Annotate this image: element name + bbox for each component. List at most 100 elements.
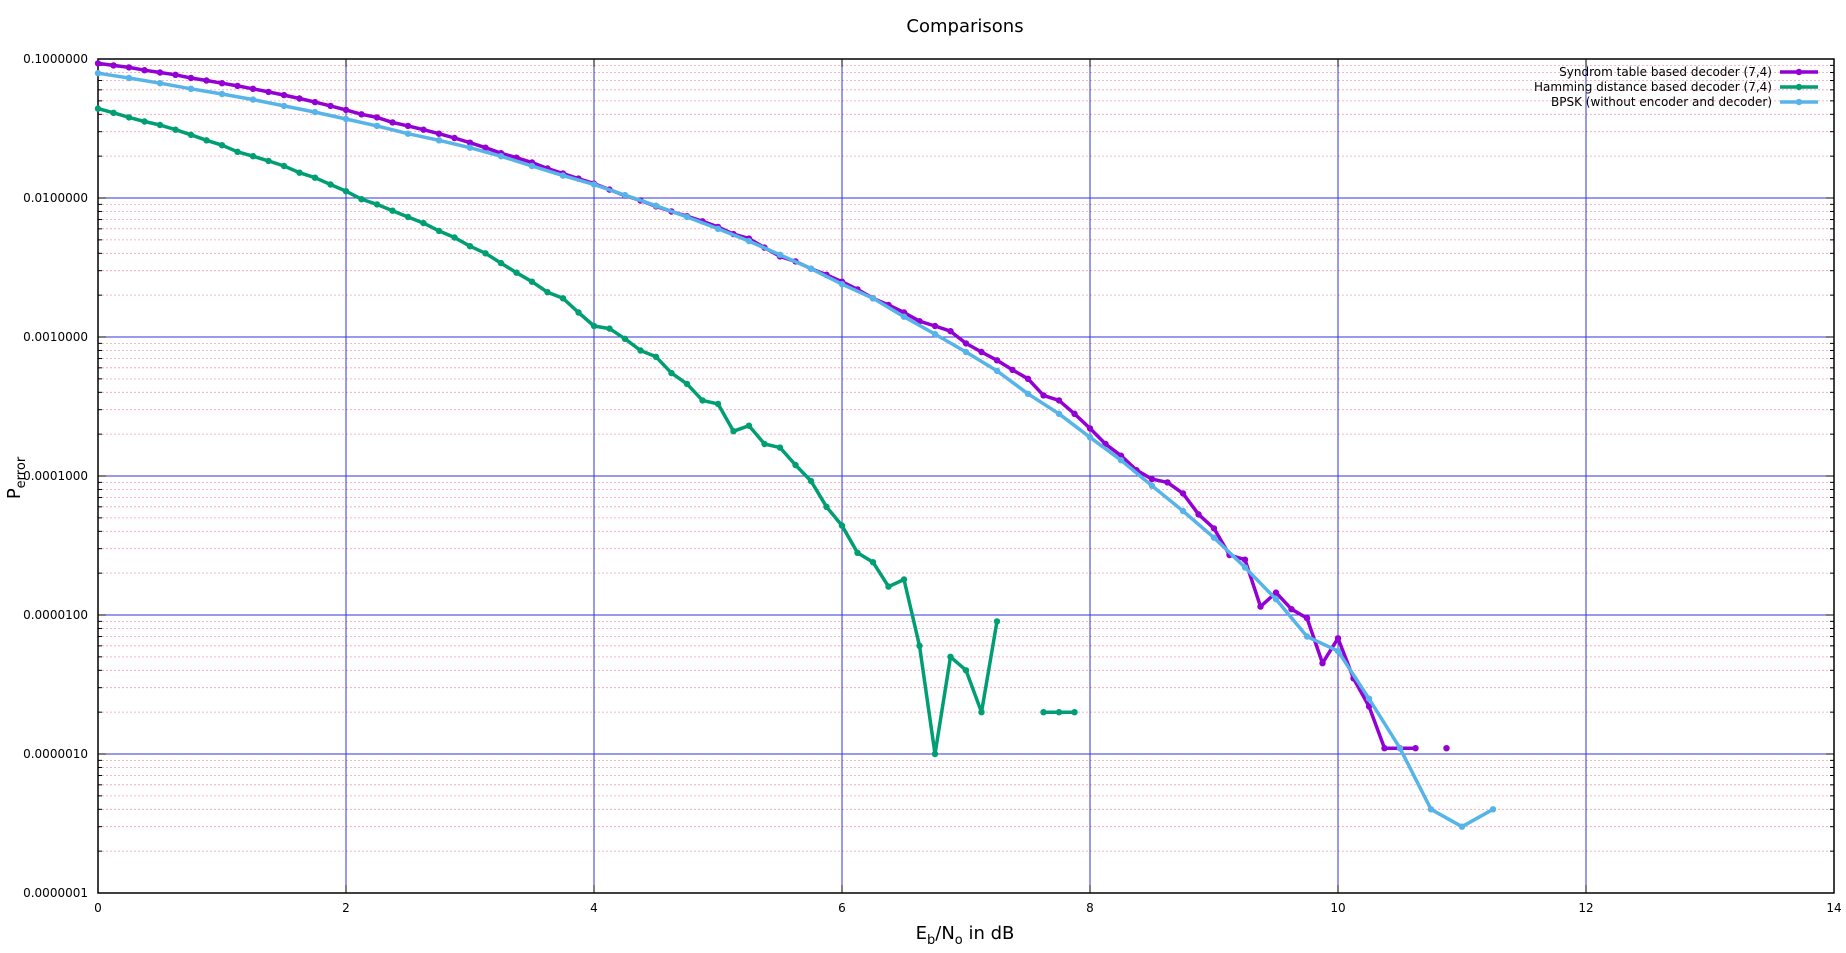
data-point (249, 85, 257, 93)
data-point (156, 69, 164, 76)
data-point (559, 295, 567, 302)
y-axis-title: Perror (4, 456, 29, 499)
data-point (1210, 534, 1218, 541)
data-point (683, 213, 691, 221)
data-point (342, 106, 350, 114)
series-2 (94, 105, 1078, 758)
data-point (234, 82, 241, 90)
data-point (156, 121, 164, 129)
data-point (172, 71, 179, 79)
data-point (187, 131, 195, 138)
data-point (358, 196, 365, 203)
data-point (1288, 606, 1295, 613)
data-point (203, 137, 210, 144)
data-point (1148, 482, 1156, 489)
data-point (451, 134, 458, 142)
x-axis-title-tail: in dB (963, 923, 1015, 944)
data-point (125, 74, 133, 82)
data-point (1257, 603, 1264, 610)
major-grid (98, 59, 1834, 893)
data-point (125, 64, 133, 71)
data-point (621, 335, 629, 342)
x-tick-label: 12 (1578, 901, 1593, 915)
data-point (466, 144, 474, 151)
data-point (931, 322, 939, 330)
data-point (404, 130, 412, 137)
x-axis-title: Eb/No in dB (916, 923, 1015, 948)
data-point (590, 181, 598, 188)
data-point (714, 400, 722, 408)
data-point (1148, 475, 1156, 483)
data-point (916, 642, 923, 649)
data-point (978, 709, 985, 716)
x-axis-title-sub2: o (955, 933, 963, 948)
y-tick-label: 0.0010000 (23, 330, 88, 344)
data-point (435, 137, 443, 144)
data-point (420, 219, 427, 227)
legend-label: BPSK (without encoder and decoder) (1551, 95, 1772, 109)
data-point (125, 114, 133, 121)
data-point (342, 188, 350, 195)
data-point (172, 126, 179, 133)
data-point (249, 153, 257, 160)
data-point (962, 667, 970, 674)
data-point (962, 348, 970, 356)
data-point (1009, 366, 1016, 374)
legend: Syndrom table based decoder (7,4)Hamming… (1534, 65, 1818, 109)
y-axis-title-sub: error (14, 456, 29, 488)
data-point (1117, 457, 1125, 464)
data-point (1179, 490, 1187, 497)
data-point (683, 380, 691, 388)
data-point (993, 618, 1001, 625)
data-point (1071, 410, 1078, 417)
data-point (807, 477, 815, 485)
data-point (931, 750, 939, 758)
data-point (389, 207, 396, 214)
y-tick-label: 0.0000010 (23, 747, 88, 761)
y-axis-title-main: P (4, 488, 25, 499)
data-point (482, 250, 489, 257)
data-point (1381, 745, 1388, 752)
data-point (280, 162, 288, 170)
data-point (544, 289, 551, 296)
legend-marker (1795, 68, 1803, 76)
data-point (327, 102, 334, 110)
data-point (1179, 507, 1187, 515)
x-axis-title-sub1: b (927, 933, 935, 948)
data-point (358, 111, 365, 118)
data-point (792, 461, 799, 469)
data-point (838, 281, 846, 288)
data-point (869, 559, 877, 566)
data-point (497, 153, 505, 160)
data-point (1241, 556, 1249, 563)
data-point (900, 576, 908, 583)
legend-label: Hamming distance based decoder (7,4) (1534, 80, 1772, 94)
data-point (668, 369, 675, 377)
data-point (110, 109, 117, 117)
data-point (559, 172, 567, 179)
data-point (420, 126, 427, 133)
x-axis-title-main: E (916, 923, 927, 944)
data-point (389, 119, 396, 126)
data-point (435, 130, 443, 137)
data-point (497, 259, 505, 267)
data-point (652, 202, 660, 209)
legend-marker (1795, 98, 1803, 106)
data-point (311, 174, 319, 181)
y-tick-label: 0.0000100 (23, 608, 88, 622)
data-point (296, 169, 303, 176)
data-point (1024, 375, 1032, 382)
y-tick-label: 0.1000000 (23, 52, 88, 66)
data-point (1055, 397, 1063, 404)
x-tick-label: 6 (838, 901, 846, 915)
data-point (451, 234, 458, 241)
data-point (993, 367, 1001, 375)
data-point (234, 148, 241, 155)
data-point (94, 60, 102, 67)
y-tick-label: 0.0001000 (23, 469, 88, 483)
data-point (482, 144, 489, 151)
data-point (1272, 589, 1280, 596)
data-point (1303, 633, 1311, 640)
data-point (1319, 660, 1326, 667)
